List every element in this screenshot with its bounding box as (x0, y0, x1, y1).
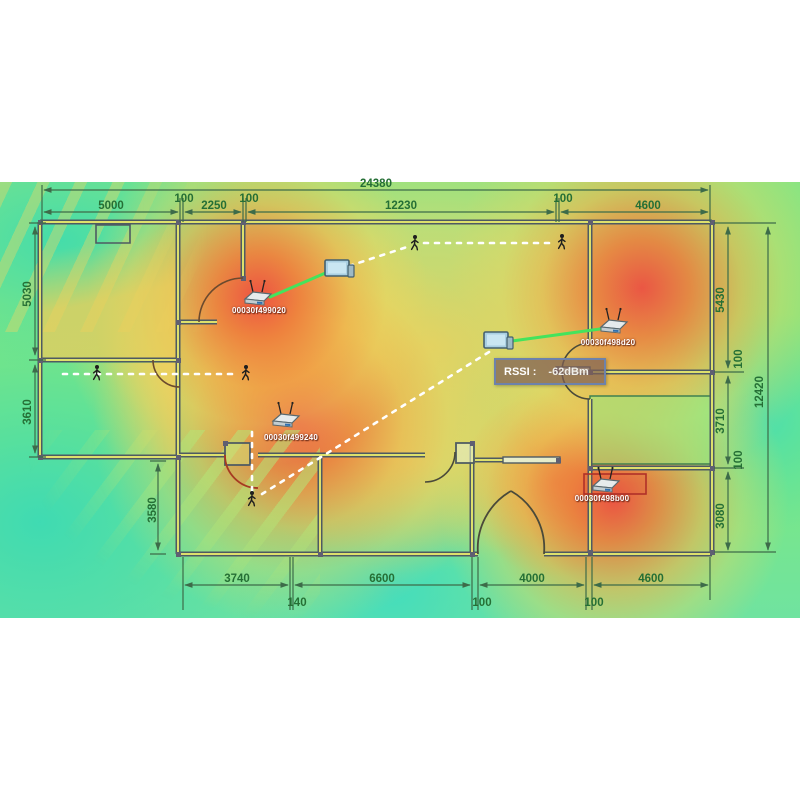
svg-text:4600: 4600 (638, 573, 664, 585)
svg-text:3080: 3080 (715, 503, 727, 529)
person-icon[interactable] (410, 234, 419, 251)
svg-text:5430: 5430 (715, 287, 727, 313)
ap-label: 00030f498b00 (574, 494, 630, 503)
person-icon[interactable] (92, 364, 101, 381)
svg-text:4000: 4000 (519, 573, 545, 585)
dimension-labels: 24380 5000 100 2250 100 12230 100 4600 5… (22, 178, 766, 609)
wall-vertices (38, 220, 715, 557)
dim-overall-height: 12420 (754, 376, 766, 408)
svg-text:2250: 2250 (201, 200, 227, 212)
svg-text:100: 100 (239, 193, 258, 205)
dimension-lines (29, 185, 776, 610)
doors (152, 277, 591, 555)
svg-text:5000: 5000 (98, 200, 124, 212)
access-point-icon[interactable] (600, 307, 628, 334)
ap-label: 00030f499020 (231, 306, 287, 315)
connection-line (268, 269, 332, 299)
rssi-value: -62dBm (548, 365, 589, 378)
svg-text:100: 100 (553, 193, 572, 205)
connection-lines (268, 269, 602, 343)
svg-text:5030: 5030 (22, 281, 34, 307)
french-doors (476, 490, 546, 555)
access-point-icon[interactable] (244, 279, 272, 306)
walk-paths (61, 241, 553, 496)
svg-text:4600: 4600 (635, 200, 661, 212)
svg-text:6600: 6600 (369, 573, 395, 585)
wall-niche (95, 224, 131, 244)
walls (37, 219, 715, 557)
door-arc (152, 359, 181, 388)
svg-text:12230: 12230 (385, 200, 417, 212)
access-point-icon[interactable] (272, 401, 300, 428)
laptop-icon[interactable] (324, 259, 355, 278)
zone-rectangle[interactable] (589, 395, 713, 465)
svg-text:3740: 3740 (224, 573, 250, 585)
ap-label: 00030f499240 (263, 433, 319, 442)
laptop-icon[interactable] (483, 331, 514, 350)
closet (224, 442, 251, 466)
walk-path (260, 350, 491, 496)
svg-text:100: 100 (472, 597, 491, 609)
door-arc (424, 451, 456, 483)
rssi-tooltip: RSSI : -62dBm (494, 358, 606, 385)
door-arc (198, 277, 244, 323)
window-bar-lower (502, 456, 561, 464)
person-icon[interactable] (557, 233, 566, 250)
column (455, 442, 475, 464)
rssi-label: RSSI : (504, 365, 537, 378)
svg-text:140: 140 (287, 597, 306, 609)
ap-label: 00030f498d20 (580, 338, 636, 347)
svg-text:3580: 3580 (147, 497, 159, 523)
connection-line (510, 327, 602, 343)
dim-overall-width: 24380 (360, 178, 392, 190)
svg-text:100: 100 (733, 349, 745, 368)
svg-text:100: 100 (584, 597, 603, 609)
person-icon[interactable] (241, 364, 250, 381)
svg-text:3610: 3610 (22, 399, 34, 425)
person-icon[interactable] (247, 490, 256, 507)
svg-text:100: 100 (174, 193, 193, 205)
svg-text:100: 100 (733, 450, 745, 469)
svg-text:3710: 3710 (715, 408, 727, 434)
walk-path (347, 245, 409, 268)
